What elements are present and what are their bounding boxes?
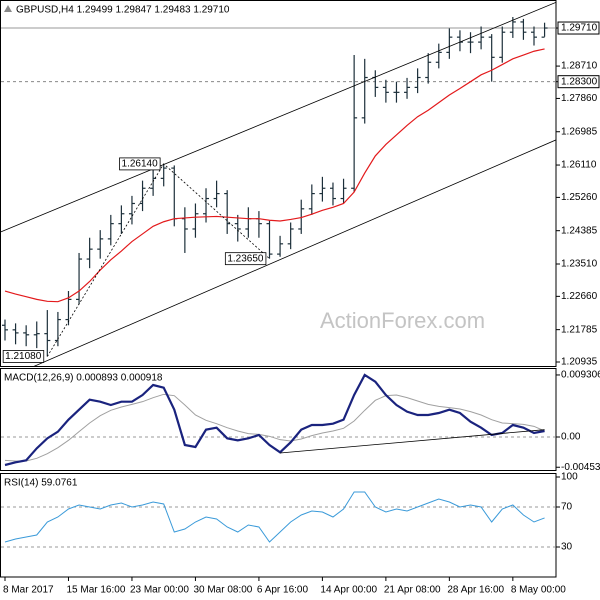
price-label-box — [557, 21, 600, 35]
annotation-label: 1.26140 — [122, 159, 159, 170]
macd-trendline — [280, 429, 545, 454]
macd-panel-frame — [0, 368, 557, 471]
signal-line — [4, 393, 545, 462]
x-tick-label: 23 Mar 00:00 — [130, 585, 189, 596]
y-tick-label: 0.00 — [561, 432, 581, 443]
x-tick-label: 30 Mar 08:00 — [193, 585, 252, 596]
y-tick-label: -0.004537 — [561, 462, 600, 473]
y-tick-label: 1.24385 — [561, 225, 598, 236]
y-tick-label: 70 — [561, 502, 573, 513]
y-tick-label: 1.23510 — [561, 259, 598, 270]
rsi-line — [4, 491, 545, 543]
y-tick-label: 30 — [561, 542, 573, 553]
y-tick-label: 1.20935 — [561, 357, 598, 368]
annotation-box — [224, 252, 267, 266]
channel-line — [33, 139, 556, 366]
x-tick-label: 15 Mar 16:00 — [66, 585, 125, 596]
x-tick-label: 14 Apr 00:00 — [320, 585, 377, 596]
y-tick-label: 1.26110 — [561, 160, 597, 171]
rsi-panel-frame — [0, 473, 557, 578]
y-tick-label: 1.25260 — [561, 192, 598, 203]
panel-title: GBPUSD,H4 1.29499 1.29847 1.29483 1.2971… — [16, 5, 230, 16]
x-tick-label: 28 Apr 16:00 — [447, 585, 504, 596]
y-tick-label: 1.21785 — [561, 324, 598, 335]
x-tick-label: 8 May 00:00 — [511, 585, 566, 596]
y-tick-label: 1.27860 — [561, 93, 598, 104]
x-tick-label: 21 Apr 08:00 — [384, 585, 441, 596]
x-tick-label: 8 Mar 2017 — [3, 585, 54, 596]
channel-line — [1, 1, 556, 233]
y-tick-label: 1.26985 — [561, 126, 598, 137]
annotation-label: 1.23650 — [227, 253, 264, 264]
macd-line — [4, 373, 545, 467]
price-label-box — [557, 75, 600, 89]
panel-title: RSI(14) 59.0761 — [4, 478, 78, 489]
y-tick-label: 0.009306 — [561, 370, 600, 381]
moving-average — [4, 48, 545, 303]
annotation-box — [119, 157, 161, 171]
panel-title: MACD(12,26,9) 0.000893 0.000918 — [4, 373, 163, 384]
y-tick-label: 1.28710 — [561, 61, 598, 72]
x-tick-label: 6 Apr 16:00 — [257, 585, 309, 596]
annotation-box — [2, 350, 45, 363]
y-tick-label: 100 — [561, 472, 578, 483]
price-panel-frame — [0, 0, 557, 367]
y-tick-label: 1.28300 — [561, 76, 598, 87]
annotation-label: 1.21080 — [5, 351, 42, 362]
watermark: ActionForex.com — [320, 308, 485, 333]
y-tick-label: 1.22660 — [561, 291, 598, 302]
symbol-icon — [4, 5, 12, 12]
zigzag-line — [46, 163, 270, 357]
y-tick-label: 1.29710 — [561, 23, 598, 34]
